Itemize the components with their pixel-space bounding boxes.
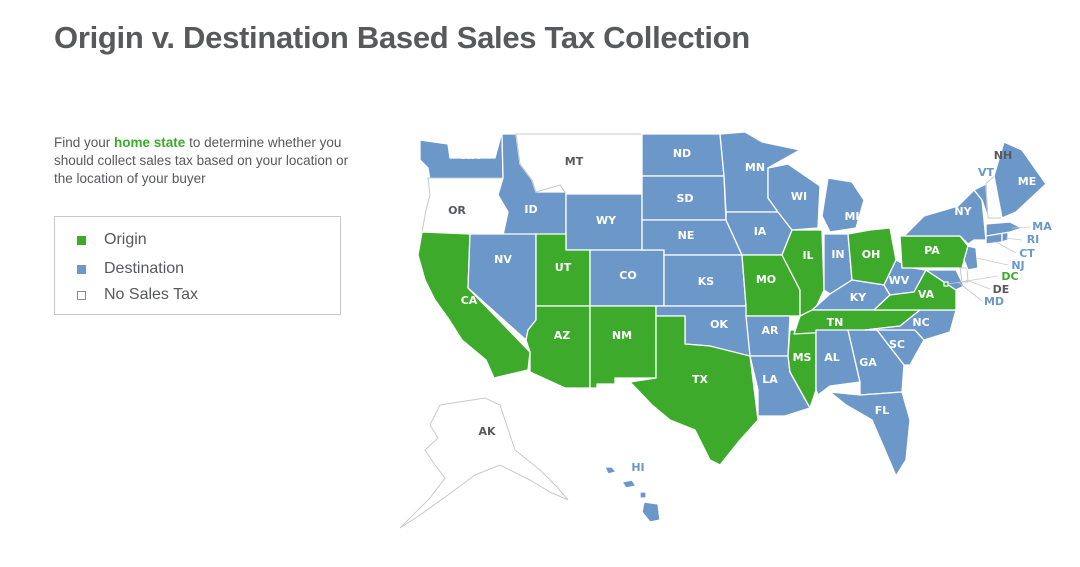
legend-label-origin: Origin — [104, 231, 147, 248]
label-dc: DC — [1001, 270, 1018, 283]
label-wi: WI — [791, 190, 807, 203]
label-md: MD — [984, 295, 1004, 308]
state-nm[interactable] — [589, 305, 657, 389]
label-tn: TN — [827, 316, 844, 329]
leader-de — [965, 279, 991, 290]
label-ok: OK — [710, 318, 728, 331]
label-mo: MO — [756, 273, 776, 286]
label-al: AL — [824, 351, 840, 364]
label-mt: MT — [565, 155, 584, 168]
label-wv: WV — [889, 274, 910, 287]
intro-text-start: Find your — [54, 135, 115, 150]
label-de: DE — [993, 283, 1010, 296]
label-pa: PA — [924, 244, 940, 257]
destination-swatch — [77, 264, 86, 274]
state-dc[interactable] — [943, 281, 949, 287]
leader-nj — [975, 257, 1009, 266]
label-ny: NY — [954, 205, 972, 218]
state-ma[interactable] — [985, 221, 1023, 237]
label-in: IN — [831, 248, 844, 261]
state-nc[interactable] — [864, 309, 957, 341]
state-de[interactable] — [959, 267, 969, 283]
label-id: ID — [524, 203, 537, 216]
origin-swatch — [77, 235, 86, 245]
label-co: CO — [619, 269, 636, 282]
legend-label-no-sales-tax: No Sales Tax — [104, 286, 198, 303]
state-hi[interactable] — [604, 466, 661, 523]
label-ks: KS — [698, 275, 715, 288]
intro-text-end: to determine whether you should collect … — [54, 135, 349, 186]
state-mi[interactable] — [821, 177, 865, 233]
label-ar: AR — [762, 324, 780, 337]
label-sd: SD — [676, 192, 693, 205]
label-oh: OH — [862, 248, 881, 261]
leader-ri — [1005, 237, 1023, 241]
label-ca: CA — [461, 294, 478, 307]
label-vt: VT — [978, 166, 995, 179]
label-nj: NJ — [1011, 259, 1024, 272]
label-ky: KY — [850, 291, 868, 304]
page-title: Origin v. Destination Based Sales Tax Co… — [54, 20, 750, 55]
label-ri: RI — [1027, 233, 1040, 246]
label-ut: UT — [555, 261, 572, 274]
state-tx[interactable] — [629, 315, 759, 466]
label-nh: NH — [994, 149, 1012, 162]
label-az: AZ — [554, 329, 571, 342]
intro-text: Find your home state to determine whethe… — [54, 134, 354, 188]
label-wy: WY — [596, 214, 617, 227]
label-wa: WA — [460, 149, 481, 162]
label-va: VA — [918, 288, 935, 301]
label-nv: NV — [494, 253, 512, 266]
label-tx: TX — [692, 373, 709, 386]
us-states-map: WA OR CA ID NV MT WY UT AZ CO NM ND SD N… — [399, 131, 1052, 529]
no-sales-tax-swatch — [77, 290, 86, 300]
state-ak[interactable] — [399, 397, 569, 529]
label-ia: IA — [754, 225, 767, 238]
label-ct: CT — [1019, 247, 1035, 260]
label-ak: AK — [478, 425, 496, 438]
label-nm: NM — [612, 329, 632, 342]
label-ms: MS — [793, 351, 812, 364]
leader-dc — [947, 275, 999, 285]
state-az[interactable] — [525, 305, 591, 389]
leader-ct — [995, 241, 1017, 254]
label-ga: GA — [859, 356, 877, 369]
label-nc: NC — [912, 316, 929, 329]
label-mi: MI — [844, 210, 859, 223]
leader-md — [957, 281, 983, 302]
label-il: IL — [802, 249, 813, 262]
state-fl[interactable] — [829, 391, 911, 477]
legend-label-destination: Destination — [104, 260, 185, 277]
label-fl: FL — [875, 404, 890, 417]
label-la: LA — [762, 373, 778, 386]
label-hi: HI — [631, 461, 644, 474]
label-me: ME — [1018, 175, 1036, 188]
legend-item-origin: Origin — [77, 230, 147, 250]
state-wi[interactable] — [767, 163, 821, 231]
label-ma: MA — [1032, 220, 1052, 233]
intro-highlight: home state — [114, 135, 186, 150]
state-ny[interactable] — [903, 189, 987, 245]
label-sc: SC — [889, 338, 905, 351]
legend-item-no-sales-tax: No Sales Tax — [77, 285, 198, 305]
map-legend: Origin Destination No Sales Tax — [54, 216, 341, 315]
state-me[interactable] — [993, 141, 1047, 219]
label-or: OR — [448, 204, 466, 217]
label-ne: NE — [678, 229, 695, 242]
legend-item-destination: Destination — [77, 259, 184, 279]
label-nd: ND — [673, 147, 691, 160]
state-nj[interactable] — [963, 245, 979, 271]
label-mn: MN — [745, 161, 765, 174]
leader-ma — [1011, 226, 1031, 229]
